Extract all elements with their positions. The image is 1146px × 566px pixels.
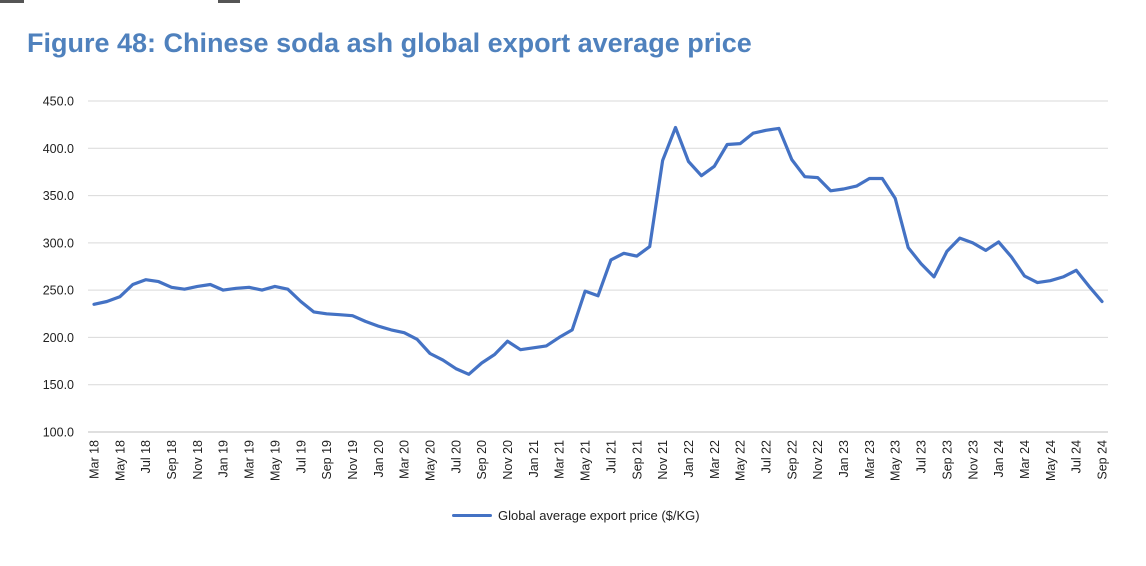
x-tick-label: Jul 20 — [449, 440, 463, 473]
x-tick-label: Mar 19 — [243, 440, 257, 479]
y-tick-label: 250.0 — [43, 284, 74, 298]
legend: Global average export price ($/KG) — [452, 508, 700, 523]
x-tick-label: Nov 21 — [656, 440, 670, 480]
x-tick-label: Nov 20 — [501, 440, 515, 480]
y-tick-label: 300.0 — [43, 236, 74, 250]
y-tick-label: 400.0 — [43, 142, 74, 156]
x-tick-label: May 23 — [889, 440, 903, 481]
y-tick-label: 350.0 — [43, 189, 74, 203]
x-tick-label: May 24 — [1044, 440, 1058, 481]
x-tick-label: Sep 21 — [630, 440, 644, 480]
series-layer — [92, 125, 1104, 376]
gridlines — [88, 100, 1108, 433]
x-tick-label: Jul 18 — [139, 440, 153, 473]
x-tick-label: Sep 20 — [475, 440, 489, 480]
y-tick-label: 450.0 — [43, 95, 74, 109]
x-tick-label: Nov 19 — [346, 440, 360, 480]
x-tick-label: Nov 22 — [811, 440, 825, 480]
series-line — [92, 125, 1104, 376]
x-tick-label: Jul 23 — [915, 440, 929, 473]
y-tick-label: 200.0 — [43, 331, 74, 345]
x-tick-label: May 18 — [113, 440, 127, 481]
x-tick-label: Jan 22 — [682, 440, 696, 478]
x-tick-label: May 20 — [424, 440, 438, 481]
x-tick-label: Mar 18 — [88, 440, 102, 479]
figure-title: Figure 48: Chinese soda ash global expor… — [27, 28, 752, 58]
cropped-caption-fragment — [0, 0, 240, 3]
y-axis-tick-labels: 100.0 150.0 200.0 250.0 300.0 350.0 400.0 450.0 — [43, 95, 74, 440]
x-tick-label: Sep 18 — [165, 440, 179, 480]
x-tick-label: Mar 22 — [708, 440, 722, 479]
x-tick-label: Mar 24 — [1018, 440, 1032, 479]
x-tick-label: Jan 24 — [992, 440, 1006, 478]
legend-swatch — [452, 513, 492, 518]
x-tick-label: Jul 22 — [760, 440, 774, 473]
x-tick-label: Nov 18 — [191, 440, 205, 480]
x-tick-label: Mar 21 — [553, 440, 567, 479]
x-tick-label: Mar 23 — [863, 440, 877, 479]
y-tick-label: 150.0 — [43, 378, 74, 392]
y-tick-label: 100.0 — [43, 426, 74, 440]
x-tick-label: Jul 24 — [1070, 440, 1084, 473]
x-tick-label: May 22 — [734, 440, 748, 481]
x-tick-label: Sep 22 — [785, 440, 799, 480]
x-tick-label: Jul 19 — [294, 440, 308, 473]
x-tick-label: Jan 19 — [217, 440, 231, 478]
legend-label: Global average export price ($/KG) — [498, 508, 700, 523]
x-tick-label: May 21 — [579, 440, 593, 481]
x-tick-label: Mar 20 — [398, 440, 412, 479]
x-axis-tick-labels: Mar 18 May 18 Jul 18 Sep 18 Nov 18 Jan 19 Mar … — [88, 440, 1110, 481]
x-tick-label: Jan 20 — [372, 440, 386, 478]
x-tick-label: Jan 21 — [527, 440, 541, 478]
x-tick-label: Sep 23 — [940, 440, 954, 480]
x-tick-label: Jan 23 — [837, 440, 851, 478]
x-tick-label: Sep 19 — [320, 440, 334, 480]
x-tick-label: Nov 23 — [966, 440, 980, 480]
x-tick-label: Jul 21 — [604, 440, 618, 473]
x-tick-label: Sep 24 — [1096, 440, 1110, 480]
x-tick-label: May 19 — [268, 440, 282, 481]
